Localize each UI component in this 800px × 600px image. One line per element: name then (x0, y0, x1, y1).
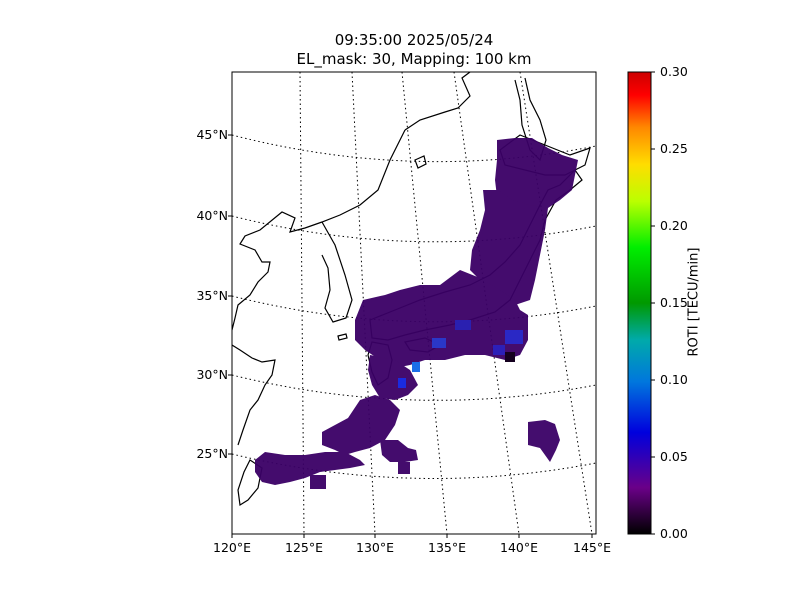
colorbar-tick-label: 0.10 (660, 372, 688, 387)
roti-cells-tohoku (470, 190, 548, 305)
lon-tick-marks (231, 534, 593, 538)
lon-line-140 (453, 72, 520, 534)
roti-cells-ryukyu-south (255, 452, 365, 485)
roti-cell-blue-4 (455, 320, 471, 330)
roti-cell-blue-5 (505, 330, 523, 344)
coast-mainland-asia (232, 72, 471, 331)
colorbar-tick-label: 0.30 (660, 64, 688, 79)
lat-tick-marks (228, 134, 232, 455)
roti-cell-isolated (398, 462, 410, 474)
lat-tick-label: 30°N (196, 367, 228, 382)
chart-title-time: 09:35:00 2025/05/24 (334, 31, 494, 49)
colorbar-gradient (627, 71, 652, 535)
lat-tick-label: 40°N (196, 208, 228, 223)
colorbar-tick-label: 0.25 (660, 141, 688, 156)
map-frame (231, 71, 597, 535)
lat-line-45 (232, 134, 596, 163)
chart-title-settings: EL_mask: 30, Mapping: 100 km (296, 50, 532, 68)
colorbar-label: ROTI [TECU/min] (686, 247, 702, 357)
lat-line-30 (232, 374, 596, 401)
roti-cell-blue-1 (398, 378, 406, 388)
lon-line-130 (351, 72, 376, 534)
lon-tick-label: 125°E (284, 540, 324, 555)
lat-tick-label: 45°N (196, 127, 228, 142)
roti-cells-east-ocean (528, 420, 560, 462)
lon-tick-label: 145°E (572, 540, 612, 555)
coast-korea (321, 221, 353, 323)
roti-cells-hokkaido (495, 138, 578, 212)
colorbar-tick-label: 0.15 (660, 295, 688, 310)
lat-line-35 (232, 295, 596, 323)
roti-data-cells (255, 138, 578, 489)
lat-tick-label: 25°N (196, 446, 228, 461)
roti-cells-honshu-west (355, 270, 528, 368)
coast-island-small (414, 155, 427, 169)
lon-tick-label: 135°E (427, 540, 467, 555)
lon-tick-label: 130°E (355, 540, 395, 555)
colorbar-tick-label: 0.05 (660, 449, 688, 464)
coast-island-jeju (337, 333, 348, 341)
coast-china-south (232, 344, 276, 446)
lon-tick-label: 140°E (499, 540, 539, 555)
lat-tick-label: 35°N (196, 288, 228, 303)
lon-tick-label: 120°E (212, 540, 252, 555)
lon-line-135 (401, 72, 448, 534)
colorbar-tick-marks (651, 71, 655, 535)
roti-cell-isolated-2 (310, 475, 326, 489)
roti-cells-kyushu (368, 355, 418, 400)
colorbar-tick-label: 0.00 (660, 526, 688, 541)
roti-cell-blue-2 (412, 362, 420, 372)
lat-line-40 (232, 215, 596, 243)
colorbar-tick-label: 0.20 (660, 218, 688, 233)
roti-cell-dark-1 (505, 352, 515, 362)
roti-cells-small-south (380, 440, 418, 462)
roti-elevated-cells (398, 320, 523, 388)
roti-cell-blue-6 (493, 345, 505, 355)
roti-cell-blue-3 (432, 338, 446, 348)
lon-line-125 (299, 72, 305, 534)
